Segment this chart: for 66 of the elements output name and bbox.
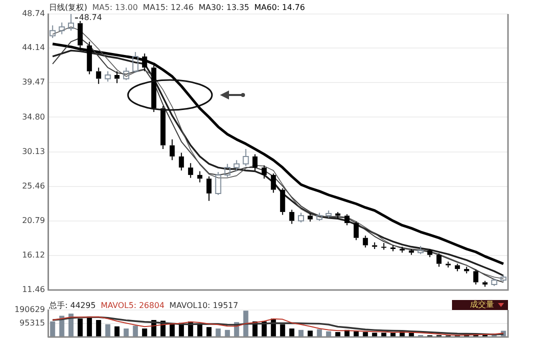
y-tick-label: 30.13 <box>22 146 45 156</box>
text: MA5: 13.00 <box>92 3 138 12</box>
text: 成交量 <box>452 300 508 310</box>
candlestick <box>473 269 478 286</box>
bar <box>224 330 230 337</box>
series-label: MAVOL10: 19517 <box>169 301 238 310</box>
y-tick-label: 25.46 <box>22 181 45 190</box>
candlestick <box>58 22 65 35</box>
series-label: MAVOL5: 26804 <box>100 301 164 310</box>
bar <box>96 320 102 337</box>
candlestick <box>114 70 120 84</box>
candlestick <box>436 252 442 268</box>
candlestick <box>206 176 212 202</box>
candlestick <box>454 263 460 272</box>
text: MA30: 13.35 <box>198 3 250 12</box>
candlestick <box>354 221 359 241</box>
bar <box>289 328 294 337</box>
candlestick <box>446 261 451 268</box>
bar <box>298 330 304 337</box>
candlestick <box>142 53 148 72</box>
y-tick-label: 34.80 <box>22 112 45 122</box>
series-label: 总手: 44295 <box>49 301 96 310</box>
candlestick <box>160 106 166 150</box>
y-tick-label: 16.12 <box>22 250 45 260</box>
bar <box>170 324 175 337</box>
y-tick-label: 95315 <box>20 318 45 328</box>
candlestick <box>96 67 102 84</box>
candlestick <box>170 138 175 161</box>
candlestick <box>381 242 386 250</box>
bar <box>50 321 56 337</box>
bar <box>114 326 120 337</box>
y-tick-label: 48.74 <box>22 9 45 18</box>
text: MA15: 12.46 <box>142 3 194 12</box>
bar <box>362 332 368 337</box>
candlestick <box>188 162 194 178</box>
candlestick <box>344 214 350 226</box>
candlestick <box>362 235 368 248</box>
bar <box>206 327 212 337</box>
text: MA60: 14.76 <box>254 3 305 12</box>
bar <box>280 324 286 337</box>
bar <box>142 328 148 337</box>
bar <box>308 330 313 337</box>
candlestick <box>252 154 258 172</box>
candlestick <box>197 170 202 183</box>
candlestick <box>242 148 249 167</box>
candlestick <box>178 152 184 172</box>
candlestick <box>372 242 378 250</box>
y-tick-label: 44.14 <box>22 43 45 52</box>
y-tick-label: 39.47 <box>22 78 45 87</box>
y-tick-label: 11.46 <box>22 285 45 294</box>
bar <box>216 328 221 337</box>
chart-title: 日线(复权) <box>49 3 88 12</box>
y-tick-label: 20.79 <box>22 216 45 226</box>
bar <box>243 310 248 337</box>
bar <box>124 328 129 337</box>
candlestick <box>262 164 267 180</box>
candlestick <box>289 209 294 224</box>
bar <box>335 332 340 337</box>
annotation: 48.74 <box>79 13 102 22</box>
bar <box>316 329 322 337</box>
bar <box>132 326 138 337</box>
bar <box>78 318 83 337</box>
y-tick-label: 190629 <box>14 305 45 314</box>
bar <box>105 324 110 337</box>
candlestick <box>280 188 286 216</box>
candlestick <box>427 248 432 258</box>
